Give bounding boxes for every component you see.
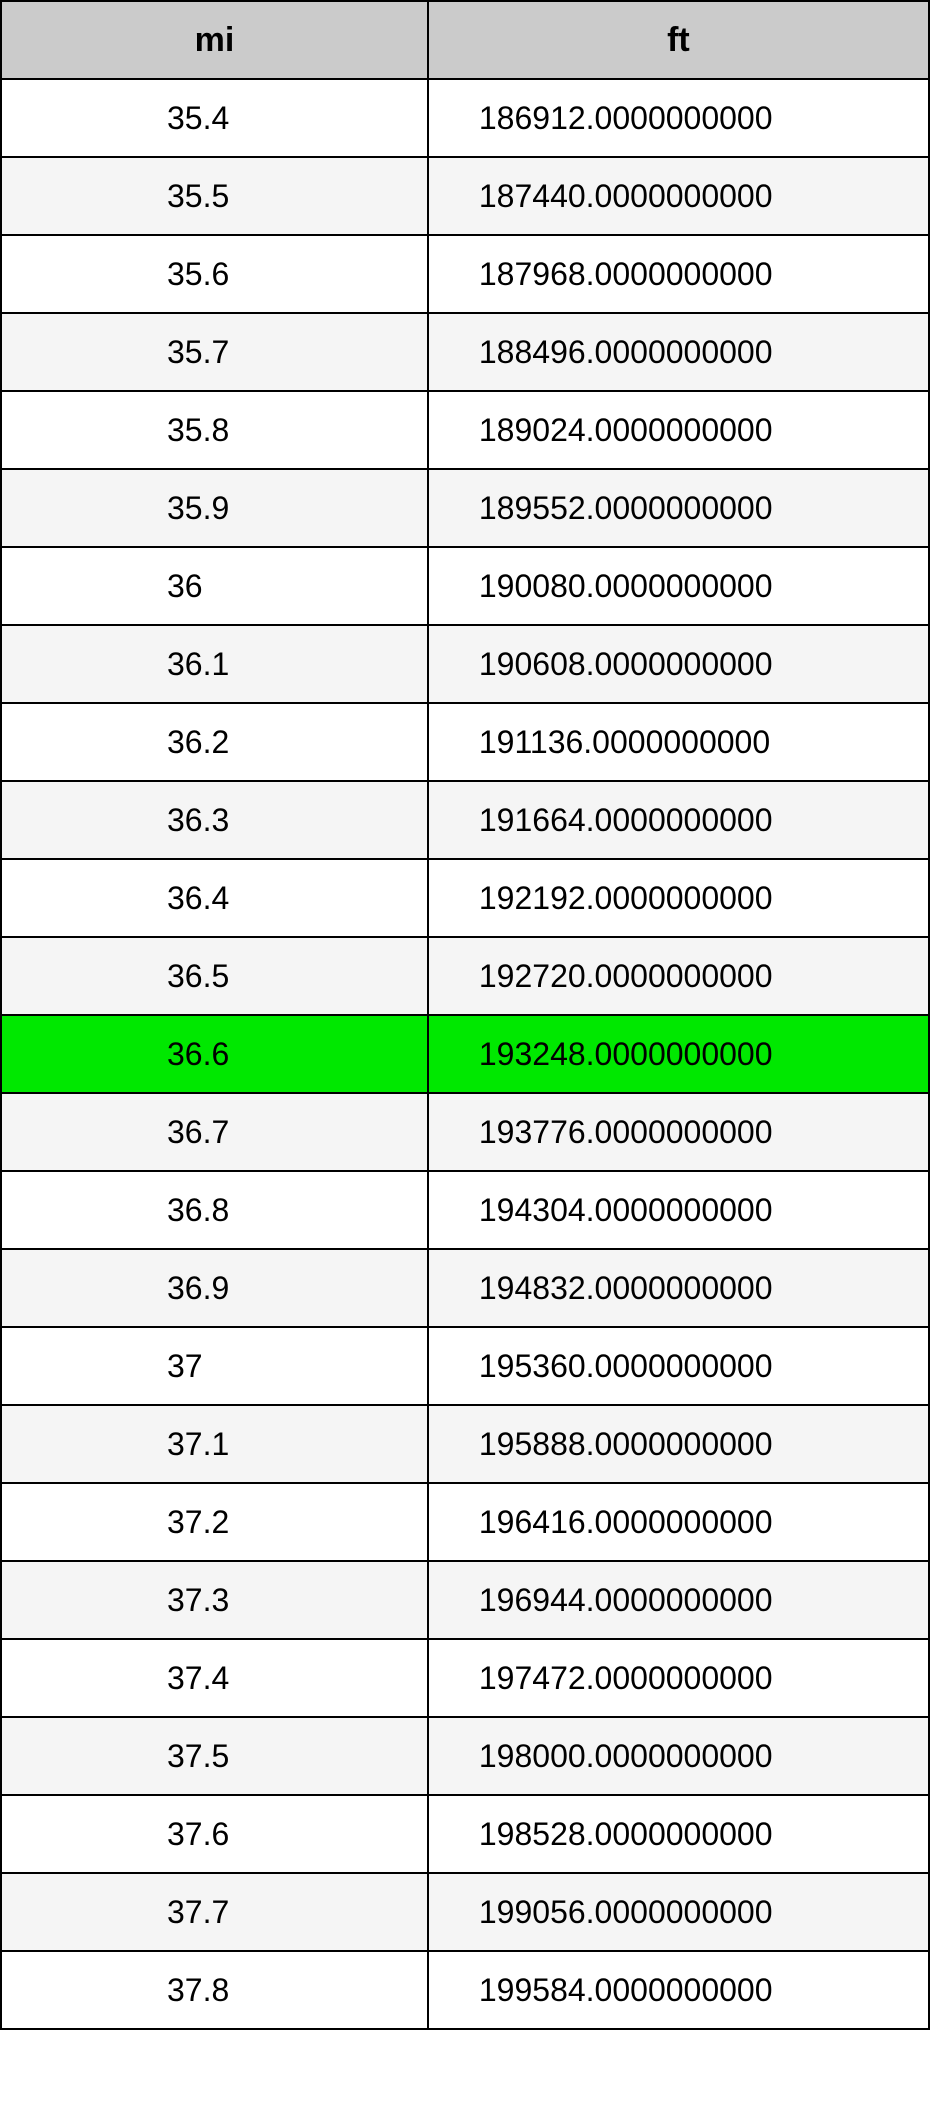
table-row: 35.5 187440.0000000000: [1, 157, 929, 235]
cell-mi: 35.6: [1, 235, 428, 313]
table-row: 36.7 193776.0000000000: [1, 1093, 929, 1171]
cell-mi: 37.5: [1, 1717, 428, 1795]
cell-mi: 36.5: [1, 937, 428, 1015]
cell-mi: 37.2: [1, 1483, 428, 1561]
cell-ft: 186912.0000000000: [428, 79, 929, 157]
conversion-table-container: mi ft 35.4 186912.0000000000 35.5 187440…: [0, 0, 930, 2030]
cell-mi: 36.3: [1, 781, 428, 859]
cell-mi: 36.8: [1, 1171, 428, 1249]
table-row: 37.1 195888.0000000000: [1, 1405, 929, 1483]
cell-mi: 36.4: [1, 859, 428, 937]
column-header-mi: mi: [1, 1, 428, 79]
cell-mi: 37.6: [1, 1795, 428, 1873]
cell-mi: 37.8: [1, 1951, 428, 2029]
cell-mi: 36.1: [1, 625, 428, 703]
table-row: 35.4 186912.0000000000: [1, 79, 929, 157]
cell-mi: 35.5: [1, 157, 428, 235]
cell-mi: 37: [1, 1327, 428, 1405]
cell-mi: 35.8: [1, 391, 428, 469]
cell-mi: 37.7: [1, 1873, 428, 1951]
cell-mi: 37.1: [1, 1405, 428, 1483]
table-row: 37.5 198000.0000000000: [1, 1717, 929, 1795]
cell-ft: 192720.0000000000: [428, 937, 929, 1015]
cell-ft: 194304.0000000000: [428, 1171, 929, 1249]
table-row: 37 195360.0000000000: [1, 1327, 929, 1405]
cell-ft: 187440.0000000000: [428, 157, 929, 235]
table-row: 37.2 196416.0000000000: [1, 1483, 929, 1561]
table-row-highlighted: 36.6 193248.0000000000: [1, 1015, 929, 1093]
table-row: 35.7 188496.0000000000: [1, 313, 929, 391]
cell-mi: 36: [1, 547, 428, 625]
table-row: 36 190080.0000000000: [1, 547, 929, 625]
cell-ft: 194832.0000000000: [428, 1249, 929, 1327]
table-row: 36.4 192192.0000000000: [1, 859, 929, 937]
cell-ft: 191136.0000000000: [428, 703, 929, 781]
cell-ft: 197472.0000000000: [428, 1639, 929, 1717]
cell-mi: 37.3: [1, 1561, 428, 1639]
cell-ft: 199056.0000000000: [428, 1873, 929, 1951]
cell-ft: 195360.0000000000: [428, 1327, 929, 1405]
table-row: 36.9 194832.0000000000: [1, 1249, 929, 1327]
table-row: 36.8 194304.0000000000: [1, 1171, 929, 1249]
cell-ft: 196944.0000000000: [428, 1561, 929, 1639]
cell-mi: 35.9: [1, 469, 428, 547]
cell-mi: 36.9: [1, 1249, 428, 1327]
cell-ft: 189552.0000000000: [428, 469, 929, 547]
table-row: 35.6 187968.0000000000: [1, 235, 929, 313]
cell-ft: 188496.0000000000: [428, 313, 929, 391]
cell-ft: 196416.0000000000: [428, 1483, 929, 1561]
cell-mi: 35.4: [1, 79, 428, 157]
table-row: 36.5 192720.0000000000: [1, 937, 929, 1015]
column-header-ft: ft: [428, 1, 929, 79]
table-row: 37.8 199584.0000000000: [1, 1951, 929, 2029]
table-row: 36.2 191136.0000000000: [1, 703, 929, 781]
cell-ft: 190608.0000000000: [428, 625, 929, 703]
table-row: 35.8 189024.0000000000: [1, 391, 929, 469]
table-row: 37.6 198528.0000000000: [1, 1795, 929, 1873]
table-header-row: mi ft: [1, 1, 929, 79]
cell-ft: 198000.0000000000: [428, 1717, 929, 1795]
cell-mi: 36.6: [1, 1015, 428, 1093]
cell-mi: 36.7: [1, 1093, 428, 1171]
conversion-table: mi ft 35.4 186912.0000000000 35.5 187440…: [0, 0, 930, 2030]
table-row: 37.7 199056.0000000000: [1, 1873, 929, 1951]
cell-ft: 191664.0000000000: [428, 781, 929, 859]
cell-ft: 195888.0000000000: [428, 1405, 929, 1483]
cell-ft: 199584.0000000000: [428, 1951, 929, 2029]
cell-ft: 193248.0000000000: [428, 1015, 929, 1093]
table-row: 35.9 189552.0000000000: [1, 469, 929, 547]
cell-mi: 35.7: [1, 313, 428, 391]
cell-ft: 187968.0000000000: [428, 235, 929, 313]
table-row: 36.3 191664.0000000000: [1, 781, 929, 859]
table-row: 37.4 197472.0000000000: [1, 1639, 929, 1717]
table-body: 35.4 186912.0000000000 35.5 187440.00000…: [1, 79, 929, 2029]
cell-ft: 190080.0000000000: [428, 547, 929, 625]
cell-ft: 198528.0000000000: [428, 1795, 929, 1873]
cell-ft: 192192.0000000000: [428, 859, 929, 937]
cell-mi: 36.2: [1, 703, 428, 781]
cell-mi: 37.4: [1, 1639, 428, 1717]
table-row: 36.1 190608.0000000000: [1, 625, 929, 703]
cell-ft: 193776.0000000000: [428, 1093, 929, 1171]
cell-ft: 189024.0000000000: [428, 391, 929, 469]
table-row: 37.3 196944.0000000000: [1, 1561, 929, 1639]
